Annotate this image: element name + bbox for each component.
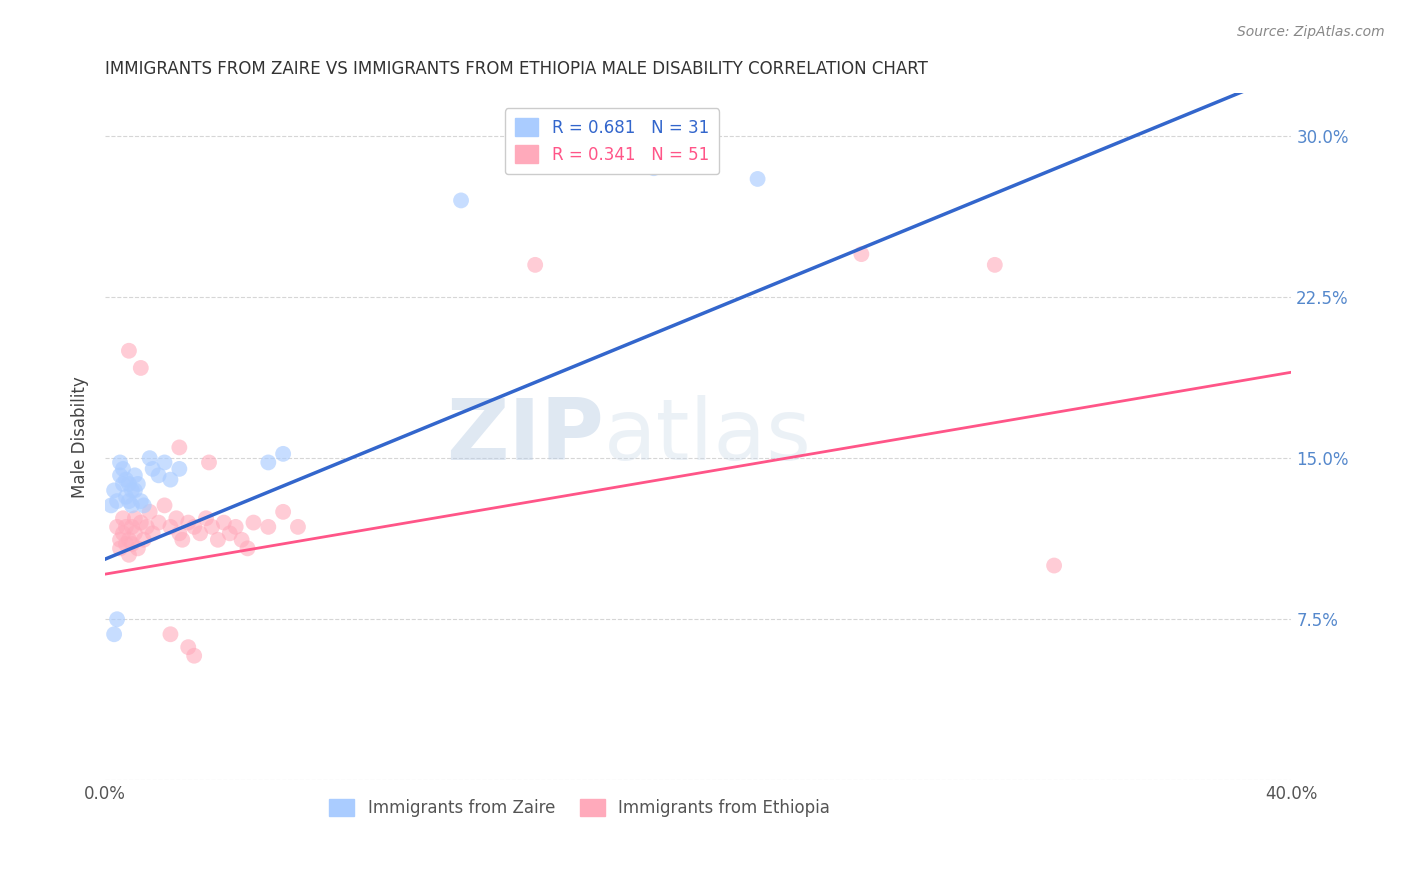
Point xyxy=(118,343,141,358)
Point xyxy=(105,494,128,508)
Point xyxy=(132,499,155,513)
Point xyxy=(138,451,160,466)
Point xyxy=(172,533,194,547)
Point xyxy=(108,455,131,469)
Point xyxy=(643,161,665,176)
Point xyxy=(115,520,138,534)
Point xyxy=(169,462,191,476)
Point xyxy=(153,499,176,513)
Point xyxy=(111,477,134,491)
Point xyxy=(105,612,128,626)
Point xyxy=(118,494,141,508)
Point xyxy=(271,505,294,519)
Point xyxy=(148,516,170,530)
Legend: Immigrants from Zaire, Immigrants from Ethiopia: Immigrants from Zaire, Immigrants from E… xyxy=(322,792,837,823)
Point xyxy=(195,511,218,525)
Point xyxy=(111,526,134,541)
Point xyxy=(129,360,152,375)
Point xyxy=(169,526,191,541)
Point xyxy=(183,520,205,534)
Point xyxy=(236,541,259,556)
Text: Source: ZipAtlas.com: Source: ZipAtlas.com xyxy=(1237,25,1385,39)
Point xyxy=(124,511,146,525)
Y-axis label: Male Disability: Male Disability xyxy=(72,376,89,498)
Point xyxy=(165,511,187,525)
Point xyxy=(121,483,143,498)
Point xyxy=(124,483,146,498)
Point xyxy=(177,640,200,654)
Point xyxy=(1043,558,1066,573)
Point xyxy=(747,172,769,186)
Point xyxy=(177,516,200,530)
Point xyxy=(169,441,191,455)
Point xyxy=(108,468,131,483)
Point xyxy=(121,537,143,551)
Point xyxy=(524,258,547,272)
Point xyxy=(159,520,181,534)
Point xyxy=(108,541,131,556)
Text: ZIP: ZIP xyxy=(446,395,603,478)
Point xyxy=(121,520,143,534)
Point xyxy=(212,516,235,530)
Point xyxy=(135,520,157,534)
Point xyxy=(153,455,176,469)
Point xyxy=(207,533,229,547)
Point xyxy=(148,468,170,483)
Point xyxy=(118,548,141,562)
Point xyxy=(127,477,149,491)
Point xyxy=(127,541,149,556)
Point xyxy=(271,447,294,461)
Point xyxy=(257,520,280,534)
Point xyxy=(121,499,143,513)
Point xyxy=(851,247,873,261)
Point xyxy=(129,516,152,530)
Point xyxy=(115,537,138,551)
Point xyxy=(118,533,141,547)
Point xyxy=(198,455,221,469)
Point xyxy=(115,490,138,504)
Point xyxy=(159,473,181,487)
Point xyxy=(225,520,247,534)
Point xyxy=(242,516,264,530)
Point xyxy=(124,526,146,541)
Point xyxy=(984,258,1007,272)
Point xyxy=(111,462,134,476)
Point xyxy=(124,468,146,483)
Point xyxy=(111,511,134,525)
Text: atlas: atlas xyxy=(603,395,811,478)
Point xyxy=(129,494,152,508)
Point xyxy=(231,533,253,547)
Point xyxy=(287,520,309,534)
Point xyxy=(132,533,155,547)
Point xyxy=(218,526,240,541)
Point xyxy=(257,455,280,469)
Point xyxy=(118,477,141,491)
Point xyxy=(142,526,165,541)
Point xyxy=(115,473,138,487)
Text: IMMIGRANTS FROM ZAIRE VS IMMIGRANTS FROM ETHIOPIA MALE DISABILITY CORRELATION CH: IMMIGRANTS FROM ZAIRE VS IMMIGRANTS FROM… xyxy=(105,60,928,78)
Point xyxy=(138,505,160,519)
Point xyxy=(188,526,211,541)
Point xyxy=(103,483,125,498)
Point xyxy=(108,533,131,547)
Point xyxy=(103,627,125,641)
Point xyxy=(105,520,128,534)
Point xyxy=(450,194,472,208)
Point xyxy=(183,648,205,663)
Point xyxy=(201,520,224,534)
Point xyxy=(100,499,122,513)
Point xyxy=(159,627,181,641)
Point xyxy=(142,462,165,476)
